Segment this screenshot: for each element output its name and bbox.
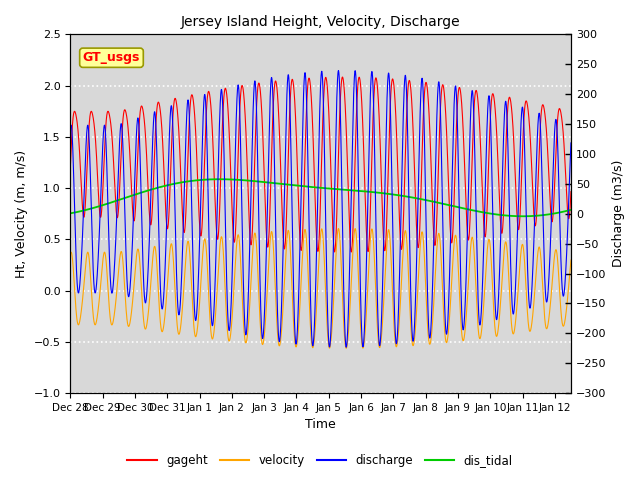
Title: Jersey Island Height, Velocity, Discharge: Jersey Island Height, Velocity, Discharg… bbox=[181, 15, 461, 29]
Y-axis label: Discharge (m3/s): Discharge (m3/s) bbox=[612, 160, 625, 267]
Legend: gageht, velocity, discharge, dis_tidal: gageht, velocity, discharge, dis_tidal bbox=[122, 449, 518, 472]
Text: GT_usgs: GT_usgs bbox=[83, 51, 140, 64]
X-axis label: Time: Time bbox=[305, 419, 336, 432]
Y-axis label: Ht, Velocity (m, m/s): Ht, Velocity (m, m/s) bbox=[15, 150, 28, 278]
